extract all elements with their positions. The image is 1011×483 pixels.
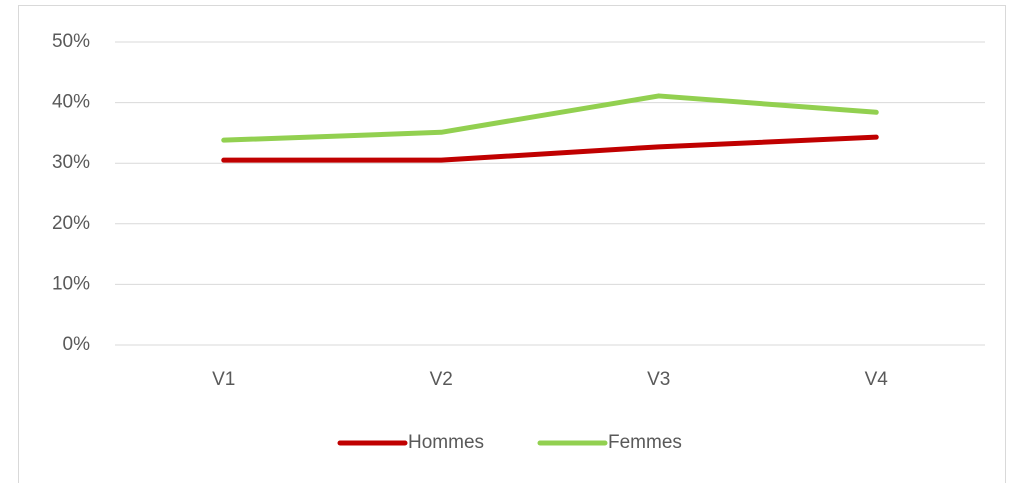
y-tick-label: 50% bbox=[52, 31, 90, 52]
y-tick-label: 0% bbox=[63, 334, 91, 355]
x-tick-label: V2 bbox=[430, 369, 453, 390]
x-tick-label: V3 bbox=[647, 369, 670, 390]
legend-label: Hommes bbox=[408, 432, 484, 453]
x-tick-label: V1 bbox=[212, 369, 235, 390]
series-line bbox=[221, 134, 879, 163]
y-tick-label: 30% bbox=[52, 152, 90, 173]
x-tick-label: V4 bbox=[865, 369, 889, 390]
y-tick-label: 40% bbox=[52, 92, 90, 113]
legend-label: Femmes bbox=[608, 432, 682, 453]
chart-frame bbox=[18, 5, 1006, 483]
y-tick-label: 10% bbox=[52, 273, 90, 294]
series-line bbox=[221, 93, 879, 143]
y-tick-label: 20% bbox=[52, 213, 90, 234]
